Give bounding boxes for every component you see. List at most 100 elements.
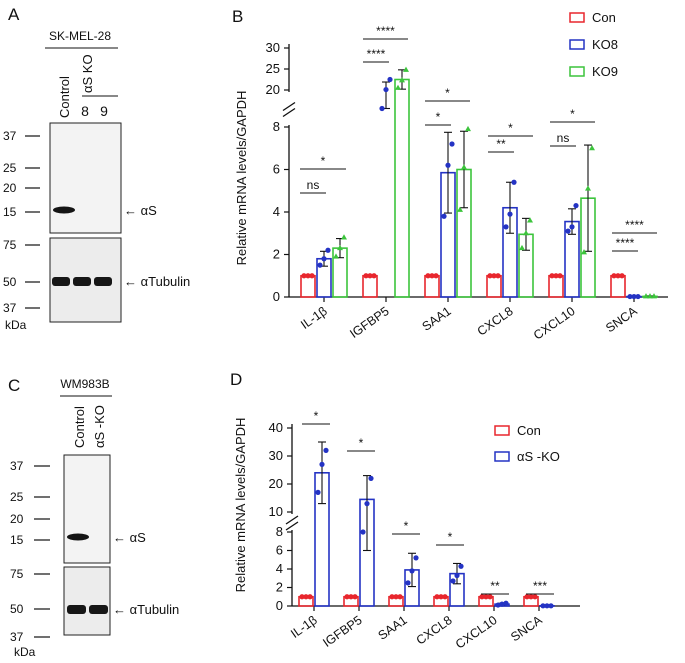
x-category-label: IL-1β bbox=[288, 613, 320, 641]
data-point bbox=[337, 244, 343, 251]
y-tick-label: 10 bbox=[269, 504, 283, 519]
legend-label: αS -KO bbox=[517, 449, 560, 464]
y-tick-label: 40 bbox=[269, 420, 283, 435]
legend-swatch bbox=[569, 66, 585, 77]
significance-label: **** bbox=[616, 236, 635, 250]
bar-con bbox=[362, 274, 378, 298]
y-tick-label: 0 bbox=[273, 289, 280, 304]
data-point bbox=[429, 273, 435, 279]
x-category-label: SNCA bbox=[508, 613, 545, 645]
legend-label: Con bbox=[517, 423, 541, 438]
data-point bbox=[549, 273, 555, 279]
data-point bbox=[317, 262, 323, 268]
bar-con bbox=[548, 274, 564, 298]
data-point bbox=[367, 273, 373, 279]
tubulin-band-1 bbox=[52, 277, 70, 286]
data-point bbox=[503, 224, 509, 230]
data-point bbox=[303, 594, 309, 600]
mw-marker: 75 bbox=[10, 567, 24, 581]
data-point bbox=[507, 211, 513, 217]
y-tick-label: 4 bbox=[276, 561, 283, 576]
mw-markers-c: 37 25 20 15 75 50 37 kDa bbox=[10, 459, 50, 659]
significance-label: **** bbox=[625, 218, 644, 232]
significance-label: * bbox=[445, 86, 450, 100]
x-category-label: IGFBP5 bbox=[320, 613, 364, 650]
band-label-as: ← αS bbox=[113, 530, 146, 545]
legend-swatch bbox=[569, 39, 585, 50]
data-point bbox=[325, 247, 331, 253]
data-point bbox=[585, 185, 591, 191]
data-point bbox=[413, 555, 419, 561]
data-point bbox=[307, 594, 313, 600]
y-tick-label: 4 bbox=[273, 204, 280, 219]
x-category-label: CXCL8 bbox=[414, 613, 455, 648]
data-point bbox=[333, 253, 339, 259]
data-point bbox=[352, 594, 358, 600]
data-point bbox=[540, 603, 546, 609]
bar-con bbox=[300, 274, 316, 298]
data-point bbox=[309, 273, 315, 279]
data-point bbox=[544, 603, 550, 609]
mw-marker: 37 bbox=[10, 630, 24, 644]
data-point bbox=[458, 563, 464, 569]
data-point bbox=[425, 273, 431, 279]
data-point bbox=[389, 594, 395, 600]
mw-marker: 20 bbox=[3, 181, 17, 195]
y-tick-label: 8 bbox=[273, 119, 280, 134]
data-point bbox=[619, 273, 625, 279]
as-band-control bbox=[53, 206, 75, 214]
data-point bbox=[548, 603, 554, 609]
axis-break-mark bbox=[285, 515, 299, 525]
data-point bbox=[627, 293, 633, 300]
data-point bbox=[557, 273, 563, 279]
y-tick-label: 20 bbox=[269, 476, 283, 491]
bar-con bbox=[610, 274, 626, 298]
mw-marker: 50 bbox=[10, 602, 24, 616]
x-category-label: IL-1β bbox=[298, 304, 330, 332]
significance-label: * bbox=[359, 436, 364, 450]
data-point bbox=[487, 273, 493, 279]
y-tick-label: 30 bbox=[266, 40, 280, 55]
data-point bbox=[635, 293, 641, 300]
significance-label: * bbox=[570, 107, 575, 121]
y-tick-label: 20 bbox=[266, 82, 280, 97]
data-point bbox=[433, 273, 439, 279]
data-point bbox=[441, 213, 447, 219]
data-point bbox=[383, 86, 389, 93]
data-point bbox=[611, 273, 617, 279]
data-point bbox=[450, 578, 456, 584]
panel-b-letter: B bbox=[232, 7, 243, 26]
mw-marker: 37 bbox=[10, 459, 24, 473]
legend-label: KO8 bbox=[592, 37, 618, 52]
significance-label: * bbox=[404, 519, 409, 533]
data-point bbox=[301, 273, 307, 279]
mw-marker: 75 bbox=[3, 238, 17, 252]
data-point bbox=[569, 224, 575, 230]
x-category-label: CXCL10 bbox=[531, 304, 578, 343]
data-point bbox=[532, 594, 538, 600]
data-point bbox=[483, 594, 489, 600]
kda-label: kDa bbox=[14, 645, 36, 659]
axis-break-mark bbox=[282, 101, 296, 112]
bar-con bbox=[424, 274, 440, 298]
tubulin-band-1 bbox=[67, 605, 86, 614]
x-category-label: SNCA bbox=[603, 304, 640, 336]
kda-label: kDa bbox=[5, 318, 27, 332]
data-point bbox=[651, 293, 657, 299]
mw-marker: 15 bbox=[3, 205, 17, 219]
data-point bbox=[589, 145, 595, 151]
data-point bbox=[503, 600, 509, 606]
axis-break-mark bbox=[282, 107, 296, 118]
data-point bbox=[511, 179, 517, 185]
data-point bbox=[445, 162, 451, 168]
lane-label-ko: αS -KO bbox=[92, 405, 107, 448]
panel-a-western-blot: A SK-MEL-28 Control αS KO 8 9 37 25 20 1… bbox=[3, 5, 190, 332]
y-axis-label: Relative mRNA levels/GAPDH bbox=[234, 91, 249, 266]
axis-break-mark bbox=[285, 521, 299, 531]
data-point bbox=[399, 77, 405, 83]
data-point bbox=[368, 475, 374, 481]
data-point bbox=[321, 256, 327, 262]
data-point bbox=[344, 594, 350, 600]
data-point bbox=[438, 594, 444, 600]
